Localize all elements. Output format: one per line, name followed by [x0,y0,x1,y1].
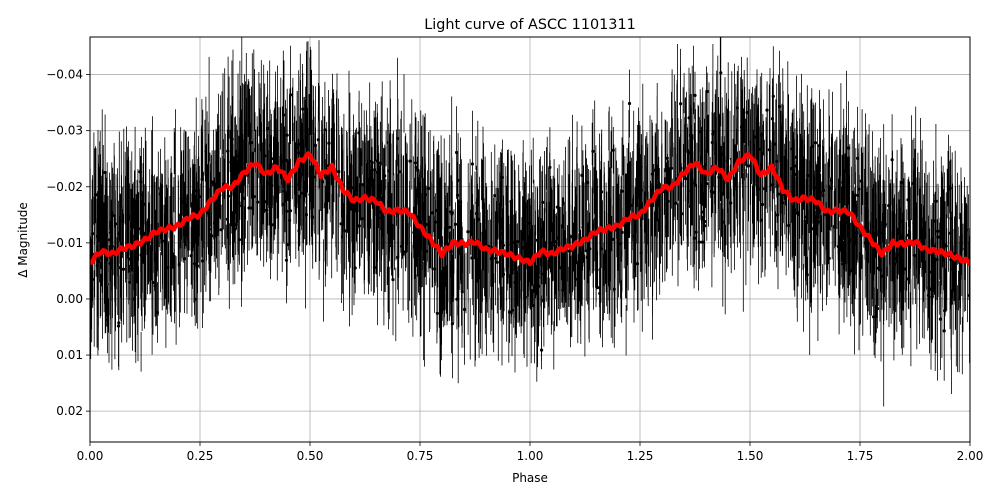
y-tick-label: −0.01 [46,236,83,250]
x-tick-label: 1.50 [737,449,764,463]
x-axis-ticks: 0.00 0.25 0.50 0.75 1.00 1.25 1.50 1.75 2.00 [77,442,984,463]
y-axis-label: Δ Magnitude [16,202,30,278]
x-tick-label: 1.25 [627,449,654,463]
x-tick-label: 0.00 [77,449,104,463]
x-axis-label: Phase [512,471,548,485]
x-tick-label: 0.25 [187,449,214,463]
y-tick-label: −0.02 [46,180,83,194]
y-tick-label: 0.00 [56,292,83,306]
y-tick-label: 0.01 [56,348,83,362]
x-tick-label: 0.75 [407,449,434,463]
x-tick-label: 2.00 [957,449,984,463]
x-tick-label: 1.75 [847,449,874,463]
binned-mean-line [90,151,970,267]
x-tick-label: 1.00 [517,449,544,463]
y-tick-label: −0.03 [46,124,83,138]
chart-title: Light curve of ASCC 1101311 [424,17,636,33]
y-tick-label: −0.04 [46,68,83,82]
x-tick-label: 0.50 [297,449,324,463]
data-markers [90,71,970,352]
observation-points [90,37,970,407]
plot-area [89,36,971,443]
y-tick-label: 0.02 [56,404,83,418]
y-axis-ticks: −0.04 −0.03 −0.02 −0.01 0.00 0.01 0.02 [46,68,90,418]
